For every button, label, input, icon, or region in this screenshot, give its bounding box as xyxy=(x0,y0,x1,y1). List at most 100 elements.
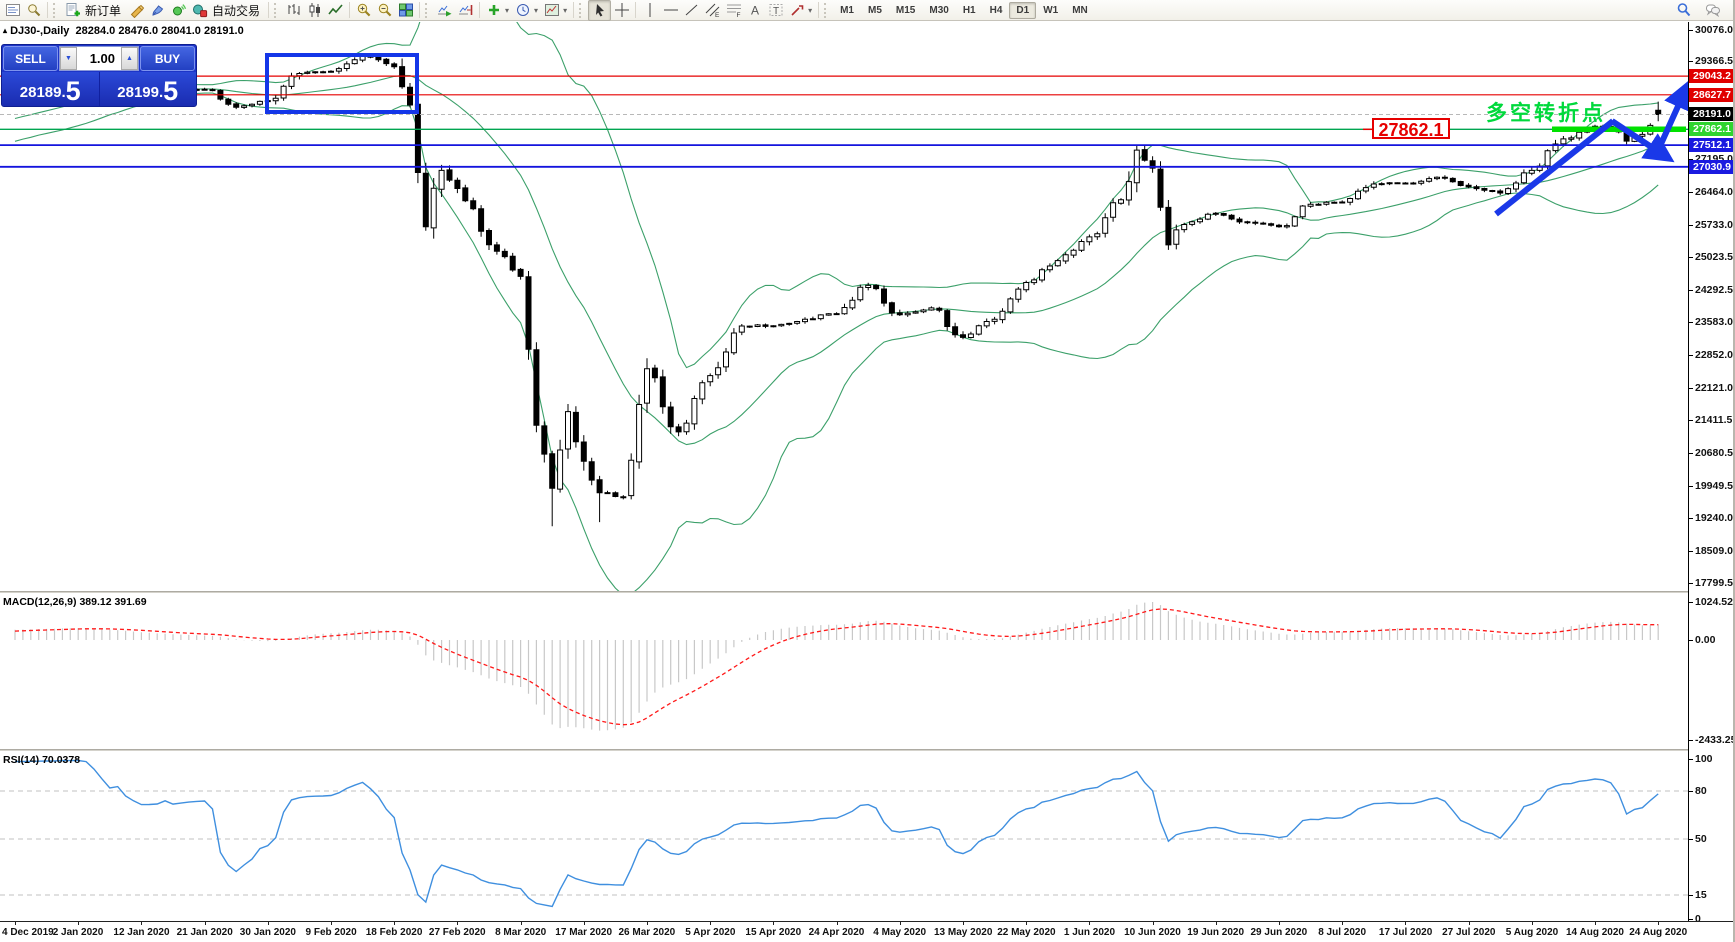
arrows-caret[interactable]: ▾ xyxy=(808,5,813,15)
auto-trading-icon[interactable] xyxy=(189,1,210,20)
turning-point-annotation: 多空转折点 xyxy=(1486,102,1606,125)
date-label: 17 Jul 2020 xyxy=(1378,927,1433,938)
date-label: 27 Jul 2020 xyxy=(1442,927,1496,938)
price-tick: 19949.5 xyxy=(1695,480,1733,493)
signal-icon[interactable] xyxy=(168,1,189,20)
date-axis[interactable]: 4 Dec 2019 2 Jan 2020 12 Jan 2020 21 Jan 20… xyxy=(0,921,1733,942)
periods-caret[interactable]: ▾ xyxy=(534,5,539,15)
periods-icon[interactable] xyxy=(512,1,533,20)
cursor-icon[interactable] xyxy=(588,0,612,21)
price-scale[interactable]: 30076.029366.527195.026464.025733.025023… xyxy=(1688,22,1733,925)
auto-trading-label[interactable]: 自动交易 xyxy=(212,3,261,18)
date-label: 18 Feb 2020 xyxy=(365,927,423,938)
price-chart-plot[interactable] xyxy=(0,22,1688,591)
volume-up-button[interactable]: ▲ xyxy=(121,47,138,70)
price-tick: 24292.5 xyxy=(1695,284,1733,297)
rsi-tick: 15 xyxy=(1695,889,1707,901)
timeframe-d1[interactable]: D1 xyxy=(1009,1,1037,19)
date-tick xyxy=(836,922,838,925)
timeframe-m15[interactable]: M15 xyxy=(895,4,916,16)
scripts-icon[interactable] xyxy=(147,1,168,20)
date-label: 13 May 2020 xyxy=(934,927,993,938)
sell-button[interactable]: SELL xyxy=(3,46,58,71)
svg-text:A: A xyxy=(751,4,759,18)
rsi-tick-mark xyxy=(1689,759,1693,760)
date-tick xyxy=(583,922,585,925)
price-tick-mark xyxy=(1689,322,1693,324)
buy-button[interactable]: BUY xyxy=(140,46,195,71)
svg-text:E: E xyxy=(715,12,720,18)
ohlc-bars-icon[interactable] xyxy=(283,1,304,20)
date-label: 5 Aug 2020 xyxy=(1505,927,1559,938)
rsi-tick: 50 xyxy=(1695,833,1707,845)
panel-splitter[interactable] xyxy=(0,749,1733,751)
rsi-tick: 0 xyxy=(1695,913,1701,925)
macd-tick-mark xyxy=(1689,602,1693,603)
new-order-label[interactable]: 新订单 xyxy=(85,3,122,18)
text-label-icon[interactable]: T xyxy=(765,1,786,20)
add-indicator-caret[interactable]: ▾ xyxy=(505,5,510,15)
arrows-icon[interactable] xyxy=(786,1,807,20)
price-tick: 26464.0 xyxy=(1695,186,1733,199)
data-window-icon[interactable] xyxy=(23,1,44,20)
date-label: 4 Dec 2019 xyxy=(2,927,54,938)
date-label: 14 Aug 2020 xyxy=(1566,927,1624,938)
bid-price: 28189. 5 xyxy=(19,76,81,106)
timeframe-h4[interactable]: H4 xyxy=(989,4,1003,16)
auto-scroll-icon[interactable] xyxy=(434,1,455,20)
zoom-in-icon[interactable] xyxy=(353,1,374,20)
date-tick xyxy=(520,922,522,925)
templates-icon[interactable] xyxy=(541,1,562,20)
date-tick xyxy=(1468,922,1470,925)
search-icon[interactable] xyxy=(1673,1,1694,20)
price-tick: 20680.5 xyxy=(1695,447,1733,460)
chart-shift-icon[interactable] xyxy=(455,1,476,20)
timeframe-m5[interactable]: M5 xyxy=(868,4,882,16)
zoom-out-icon[interactable] xyxy=(374,1,395,20)
date-tick xyxy=(1658,922,1660,925)
symbol-marker-icon: ▴ xyxy=(3,26,8,35)
templates-caret[interactable]: ▾ xyxy=(563,5,568,15)
date-label: 1 Jun 2020 xyxy=(1063,927,1116,938)
fibonacci-icon[interactable]: F xyxy=(723,1,744,20)
timeframe-m30[interactable]: M30 xyxy=(929,4,949,16)
date-tick xyxy=(394,922,396,925)
horizontal-line-icon[interactable] xyxy=(660,1,681,20)
crayon-icon[interactable] xyxy=(126,1,147,20)
trendline-icon[interactable] xyxy=(681,1,702,20)
text-icon[interactable]: A xyxy=(744,1,765,20)
line-chart-icon[interactable] xyxy=(325,1,346,20)
rsi-tick-mark xyxy=(1689,839,1693,840)
date-tick xyxy=(773,922,775,925)
candlesticks-icon[interactable] xyxy=(304,1,325,20)
volume-down-button[interactable]: ▼ xyxy=(60,47,77,70)
timeframe-h1[interactable]: H1 xyxy=(962,4,976,16)
price-tick: 21411.5 xyxy=(1695,414,1733,427)
tile-windows-icon[interactable] xyxy=(395,1,416,20)
crosshair-icon[interactable] xyxy=(611,1,632,20)
panel-splitter[interactable] xyxy=(0,591,1733,593)
rsi-plot[interactable] xyxy=(0,751,1688,920)
chat-icon[interactable] xyxy=(1702,1,1723,20)
window-list-icon[interactable] xyxy=(2,1,23,20)
price-tick: 22852.0 xyxy=(1695,349,1733,362)
symbol-period: DJ30-,Daily xyxy=(10,25,70,37)
timeframe-mn[interactable]: MN xyxy=(1072,4,1088,16)
macd-plot[interactable] xyxy=(0,593,1688,749)
rsi-tick: 80 xyxy=(1695,785,1707,797)
price-tick: 30076.0 xyxy=(1695,23,1733,36)
new-order-icon[interactable] xyxy=(62,1,83,20)
macd-tick: 0.00 xyxy=(1695,634,1716,646)
volume-field[interactable]: ▼ 1.00 ▲ xyxy=(59,46,139,71)
timeframe-m1[interactable]: M1 xyxy=(840,4,854,16)
price-callout-label: 27862.1 xyxy=(1372,118,1450,140)
volume-value[interactable]: 1.00 xyxy=(89,51,115,66)
date-tick xyxy=(78,922,80,925)
add-indicator-icon[interactable] xyxy=(483,1,504,20)
timeframe-w1[interactable]: W1 xyxy=(1043,4,1059,16)
equidistant-channel-icon[interactable]: E xyxy=(702,1,723,20)
date-label: 29 Jun 2020 xyxy=(1250,927,1308,938)
rsi-tick-mark xyxy=(1689,791,1693,792)
vertical-line-icon[interactable] xyxy=(639,1,660,20)
